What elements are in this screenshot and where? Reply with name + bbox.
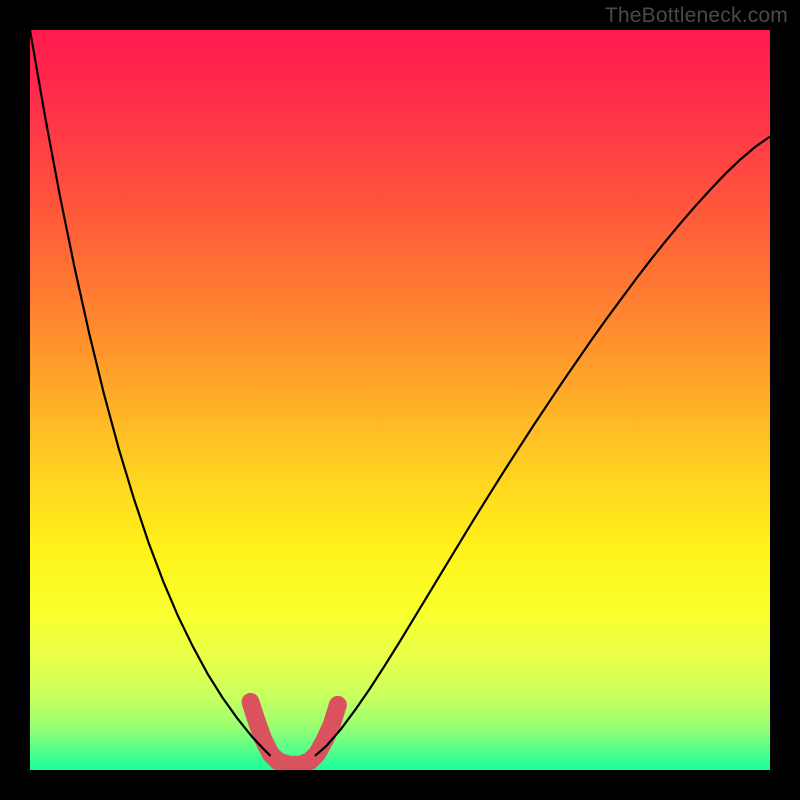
curve-left xyxy=(30,30,271,756)
plot-area xyxy=(30,30,770,770)
curve-right xyxy=(315,137,770,756)
watermark: TheBottleneck.com xyxy=(605,4,788,28)
bottleneck-highlight xyxy=(251,702,338,765)
chart-curves xyxy=(30,30,770,770)
